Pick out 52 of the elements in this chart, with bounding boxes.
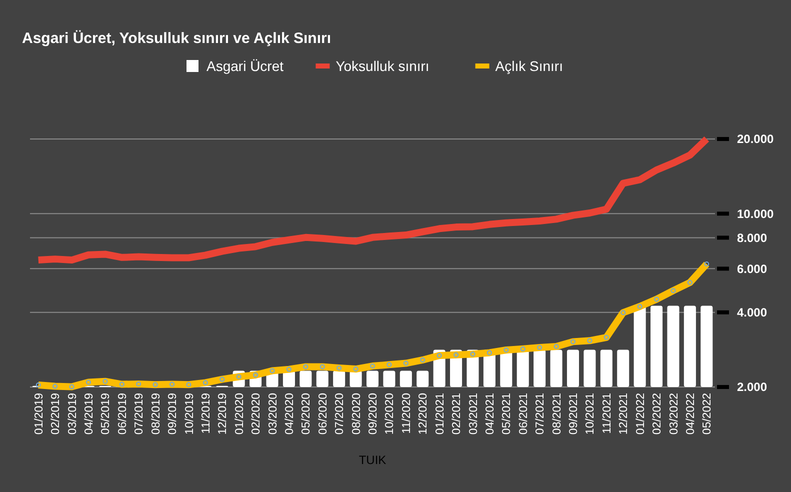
x-tick-label: 10/2021 xyxy=(584,393,597,435)
x-tick-label: 02/2019 xyxy=(50,393,62,435)
x-tick-label: 09/2021 xyxy=(568,393,580,435)
chart-title: Asgari Ücret, Yoksulluk sınırı ve Açlık Sınırı xyxy=(22,30,332,47)
x-tick-label: 11/2021 xyxy=(601,393,614,434)
legend-label: Yoksulluk sınırı xyxy=(336,58,430,74)
y-tick-label: 10.000 xyxy=(737,206,774,221)
x-tick-label: 03/2020 xyxy=(267,393,280,435)
x-tick-label: 06/2021 xyxy=(518,393,530,435)
x-tick-label: 06/2020 xyxy=(317,393,330,435)
x-tick-label: 05/2021 xyxy=(501,393,514,435)
x-tick-label: 01/2021 xyxy=(434,393,446,435)
x-axis-title: TUIK xyxy=(358,453,386,467)
x-tick-label: 04/2020 xyxy=(284,393,296,435)
y-tick-label: 2.000 xyxy=(737,380,768,394)
y-tick-label: 6.000 xyxy=(737,262,768,276)
x-tick-label: 04/2019 xyxy=(84,393,96,435)
x-tick-label: 10/2019 xyxy=(184,393,196,435)
x-tick-label: 12/2021 xyxy=(618,393,630,435)
x-tick-label: 05/2020 xyxy=(300,393,313,435)
x-tick-label: 09/2020 xyxy=(368,393,380,435)
x-tick-label: 09/2019 xyxy=(167,393,180,435)
x-tick-label: 08/2019 xyxy=(150,393,162,435)
x-tick-label: 12/2019 xyxy=(217,393,230,435)
x-tick-label: 12/2020 xyxy=(418,393,430,435)
x-tick-label: 06/2019 xyxy=(116,393,129,435)
legend-label: Açlık Sınırı xyxy=(495,58,563,74)
x-tick-label: 03/2022 xyxy=(668,393,680,435)
y-tick-label: 4.000 xyxy=(737,306,768,320)
y-tick-label: 20.000 xyxy=(737,132,774,146)
x-tick-label: 07/2020 xyxy=(334,393,346,435)
y-tick-label: 8.000 xyxy=(737,230,768,245)
x-tick-label: 11/2020 xyxy=(400,393,413,434)
x-tick-label: 04/2021 xyxy=(484,393,496,435)
x-tick-label: 03/2021 xyxy=(468,393,480,435)
x-tick-label: 05/2022 xyxy=(702,393,714,435)
x-tick-label: 08/2021 xyxy=(551,393,564,435)
x-tick-label: 07/2021 xyxy=(534,393,547,435)
x-tick-label: 03/2019 xyxy=(66,393,79,435)
x-tick-label: 11/2019 xyxy=(200,393,212,434)
x-tick-label: 02/2020 xyxy=(250,393,263,435)
x-tick-label: 08/2020 xyxy=(350,393,363,435)
x-tick-label: 10/2020 xyxy=(384,393,396,435)
x-tick-label: 04/2022 xyxy=(684,393,697,435)
x-tick-label: 01/2020 xyxy=(234,393,246,435)
x-tick-label: 01/2019 xyxy=(33,393,46,435)
x-tick-label: 07/2019 xyxy=(134,393,146,435)
x-tick-label: 01/2022 xyxy=(634,393,647,435)
x-tick-label: 05/2019 xyxy=(100,393,112,435)
x-tick-label: 02/2021 xyxy=(451,393,464,435)
legend-label: Asgari Ücret xyxy=(206,58,284,74)
x-tick-label: 02/2022 xyxy=(652,393,664,435)
